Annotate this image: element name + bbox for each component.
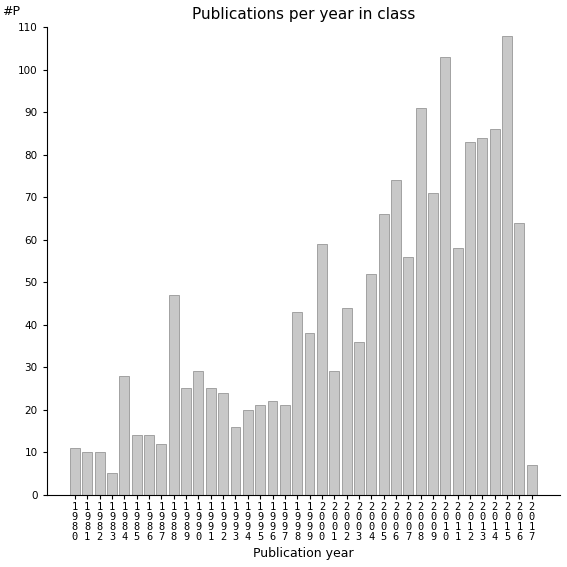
Bar — [255, 405, 265, 494]
Bar — [107, 473, 117, 494]
Bar — [403, 257, 413, 494]
Bar — [231, 426, 240, 494]
Y-axis label: #P: #P — [2, 5, 20, 18]
Bar — [465, 142, 475, 494]
Bar — [120, 375, 129, 494]
Bar — [70, 448, 80, 494]
Bar — [453, 248, 463, 494]
Bar — [477, 138, 488, 494]
Bar — [206, 388, 215, 494]
Bar — [181, 388, 191, 494]
Bar — [95, 452, 104, 494]
Bar — [304, 333, 315, 494]
Bar — [391, 180, 401, 494]
Bar — [342, 308, 352, 494]
Bar — [514, 223, 524, 494]
Bar — [132, 435, 142, 494]
Bar — [441, 57, 450, 494]
Bar — [416, 108, 426, 494]
Bar — [428, 193, 438, 494]
Bar — [329, 371, 339, 494]
Bar — [144, 435, 154, 494]
Bar — [317, 244, 327, 494]
Bar — [379, 214, 388, 494]
Bar — [169, 295, 179, 494]
Bar — [268, 401, 277, 494]
Bar — [280, 405, 290, 494]
Title: Publications per year in class: Publications per year in class — [192, 7, 415, 22]
Bar — [502, 36, 512, 494]
Bar — [490, 129, 500, 494]
X-axis label: Publication year: Publication year — [253, 547, 354, 560]
Bar — [292, 312, 302, 494]
Bar — [156, 443, 166, 494]
Bar — [193, 371, 204, 494]
Bar — [218, 392, 228, 494]
Bar — [354, 342, 364, 494]
Bar — [243, 409, 253, 494]
Bar — [82, 452, 92, 494]
Bar — [366, 274, 376, 494]
Bar — [527, 465, 537, 494]
